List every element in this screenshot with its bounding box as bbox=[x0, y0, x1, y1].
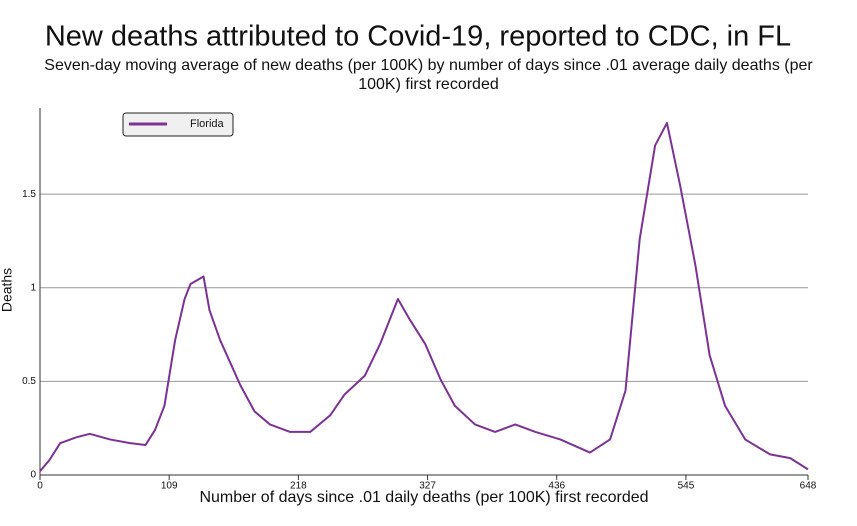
legend-box bbox=[122, 112, 234, 137]
chart-title: New deaths attributed to Covid-19, repor… bbox=[45, 21, 791, 53]
x-tick-label: 648 bbox=[800, 481, 817, 492]
chart-subtitle: Seven-day moving average of new deaths (… bbox=[44, 57, 813, 93]
series-line bbox=[39, 121, 809, 472]
y-tick-label: 0.5 bbox=[22, 376, 36, 387]
y-axis-label: Deaths bbox=[0, 268, 15, 312]
y-tick-label: 1 bbox=[30, 282, 36, 293]
x-axis-label: Number of days since .01 daily deaths (p… bbox=[199, 489, 648, 506]
x-tick-label: 436 bbox=[548, 481, 565, 492]
y-tick-label: 1.5 bbox=[22, 189, 36, 200]
subtitle-box: Seven-day moving average of new deaths (… bbox=[44, 57, 813, 93]
x-tick-label: 545 bbox=[678, 481, 695, 492]
x-tick-label: 109 bbox=[161, 481, 178, 492]
x-tick-label: 327 bbox=[419, 481, 436, 492]
x-tick-label: 218 bbox=[290, 481, 307, 492]
x-tick-label: 0 bbox=[37, 481, 43, 492]
y-tick-label: 0 bbox=[30, 470, 36, 481]
legend-label: Florida bbox=[190, 118, 225, 130]
